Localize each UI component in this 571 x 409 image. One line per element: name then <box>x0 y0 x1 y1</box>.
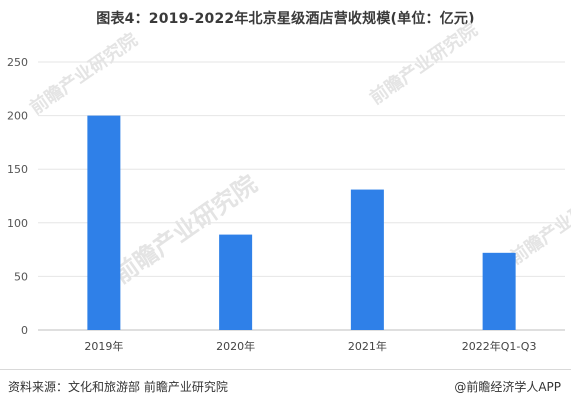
y-tick-label: 50 <box>14 270 28 283</box>
y-tick-label: 250 <box>7 56 28 69</box>
source-note: 资料来源：文化和旅游部 前瞻产业研究院 <box>8 380 228 394</box>
y-tick-label: 150 <box>7 163 28 176</box>
x-tick-label: 2019年 <box>84 339 123 353</box>
x-tick-label: 2022年Q1-Q3 <box>462 339 537 353</box>
bar <box>87 115 121 330</box>
bar <box>350 189 384 330</box>
brand-credit: @前瞻经济学人APP <box>454 380 561 394</box>
y-tick-label: 200 <box>7 110 28 123</box>
footer-divider <box>0 369 571 370</box>
x-tick-label: 2021年 <box>348 339 387 353</box>
chart-title: 图表4：2019-2022年北京星级酒店营收规模(单位：亿元) <box>96 11 475 27</box>
bar <box>219 234 253 330</box>
bar <box>482 252 516 330</box>
y-tick-label: 0 <box>21 324 28 337</box>
y-tick-label: 100 <box>7 217 28 230</box>
x-tick-label: 2020年 <box>216 339 255 353</box>
